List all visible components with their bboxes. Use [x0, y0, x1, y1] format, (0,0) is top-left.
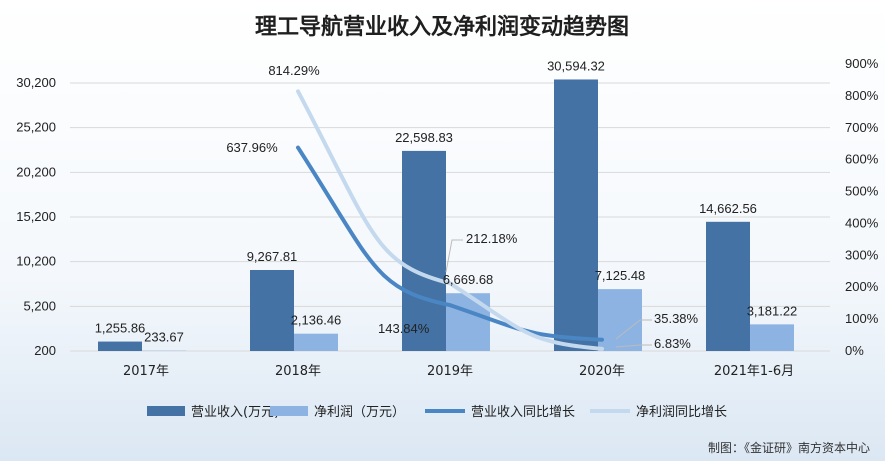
y-right-tick-label: 500%	[845, 184, 879, 199]
y-left-tick-label: 5,200	[23, 298, 56, 313]
line-data-label: 143.84%	[378, 321, 430, 336]
y-left-tick-label: 15,200	[16, 209, 56, 224]
y-axis-right: 900% 800% 700% 600% 500% 400% 300% 200% 100% 0%	[845, 56, 879, 358]
lines	[296, 89, 604, 351]
x-category-label: 2021年1-6月	[714, 364, 794, 379]
bar-data-label: 1,255.86	[95, 321, 146, 336]
y-right-tick-label: 300%	[845, 247, 879, 262]
legend-label: 净利润同比增长	[636, 405, 727, 420]
line-data-label: 35.38%	[654, 311, 699, 326]
y-right-tick-label: 700%	[845, 120, 879, 135]
bar-data-label: 233.67	[144, 330, 184, 345]
leader-line	[445, 239, 463, 273]
bar-data-label: 9,267.81	[247, 249, 298, 264]
legend-swatch	[270, 406, 308, 416]
bars	[98, 79, 794, 351]
line-profit-growth	[296, 89, 604, 351]
y-right-tick-label: 600%	[845, 152, 879, 167]
x-category-label: 2017年	[123, 364, 169, 379]
bar-revenue	[706, 221, 750, 351]
y-left-tick-label: 30,200	[16, 75, 56, 90]
bar-data-label: 2,136.46	[291, 313, 342, 328]
line-data-label: 212.18%	[466, 231, 518, 246]
line-data-label: 637.96%	[226, 140, 278, 155]
y-left-tick-label: 200	[34, 343, 56, 358]
x-category-label: 2020年	[579, 364, 625, 379]
y-left-tick-label: 10,200	[16, 254, 56, 269]
x-category-label: 2019年	[427, 364, 473, 379]
legend-label: 营业收入(万元)	[191, 405, 279, 420]
bar-data-label: 6,669.68	[443, 272, 494, 287]
legend-swatch	[147, 406, 185, 416]
y-right-tick-label: 400%	[845, 215, 879, 230]
y-right-tick-label: 800%	[845, 88, 879, 103]
bar-data-label: 3,181.22	[747, 303, 798, 318]
bar-revenue	[250, 269, 294, 351]
bar-data-label: 30,594.32	[547, 58, 605, 73]
bar-profit	[598, 289, 642, 351]
bar-data-label: 22,598.83	[395, 130, 453, 145]
bar-data-label: 7,125.48	[595, 268, 646, 283]
bar-data-label: 14,662.56	[699, 201, 757, 216]
line-revenue-growth	[296, 145, 604, 342]
bar-revenue	[402, 150, 446, 351]
x-category-label: 2018年	[275, 364, 321, 379]
legend-label: 营业收入同比增长	[471, 405, 575, 420]
bar-profit	[446, 293, 490, 351]
y-right-tick-label: 0%	[845, 343, 864, 358]
line-data-label: 814.29%	[268, 63, 320, 78]
y-right-tick-label: 200%	[845, 279, 879, 294]
leader-line	[615, 344, 652, 348]
y-right-tick-label: 100%	[845, 311, 879, 326]
x-axis-categories: 2017年 2018年 2019年 2020年 2021年1-6月	[123, 364, 794, 379]
source-note: 制图：《金证研》南方资本中心	[708, 440, 870, 455]
bar-profit	[750, 324, 794, 351]
legend: 营业收入(万元) 净利润（万元） 营业收入同比增长 净利润同比增长	[147, 405, 727, 420]
y-left-tick-label: 20,200	[16, 164, 56, 179]
legend-label: 净利润（万元）	[314, 405, 405, 420]
y-axis-left: 30,200 25,200 20,200 15,200 10,200 5,200 200	[16, 75, 56, 358]
y-left-tick-label: 25,200	[16, 120, 56, 135]
bar-revenue	[98, 341, 142, 351]
y-right-tick-label: 900%	[845, 56, 879, 71]
leader-line	[615, 319, 652, 340]
chart-title: 理工导航营业收入及净利润变动趋势图	[255, 14, 629, 40]
line-data-label: 6.83%	[654, 336, 691, 351]
bar-profit	[294, 333, 338, 351]
bar-revenue	[554, 79, 598, 351]
